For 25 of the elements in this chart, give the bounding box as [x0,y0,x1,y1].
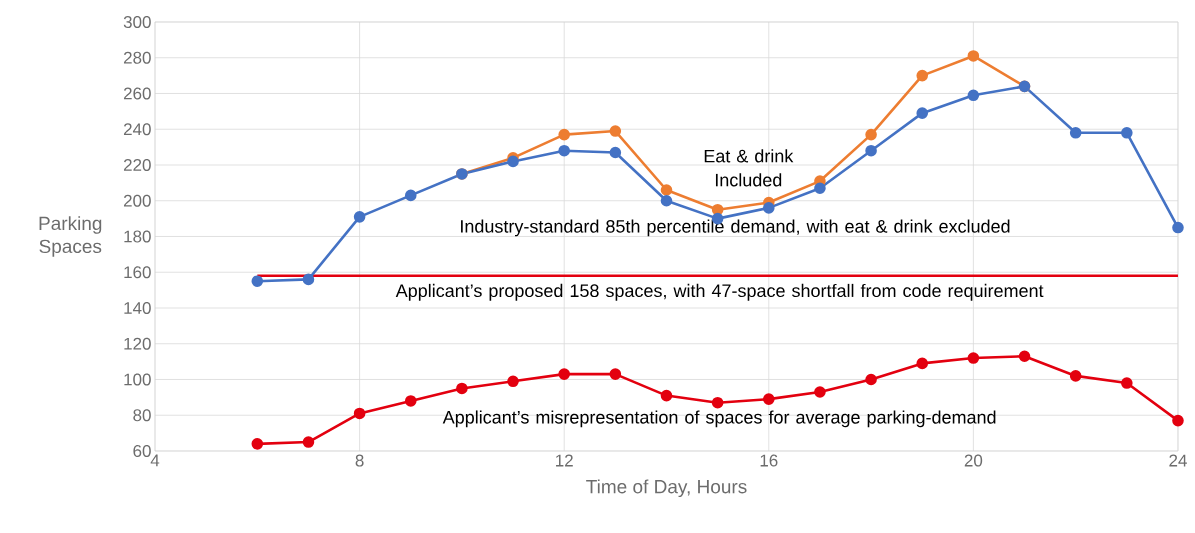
y-tick-label: 80 [133,409,151,422]
x-tick-label: 8 [355,454,364,467]
y-tick-label: 300 [123,15,151,29]
x-tick-label: 20 [964,454,983,467]
annotation: Applicant’s proposed 158 spaces, with 47-space shortfall from code requirement [395,283,1044,301]
y-tick-label: 280 [123,51,151,64]
annotation: Applicant’s misrepresentation of spaces for average parking-demand [442,410,996,428]
x-tick-label: 4 [150,454,160,467]
y-tick-label: 160 [124,266,151,279]
y-tick-label: 100 [124,373,151,386]
y-tick-label: 180 [124,230,151,243]
y-tick-label: 260 [123,87,151,100]
y-tick-label: 200 [123,194,151,207]
y-tick-label: 240 [123,123,151,136]
y-tick-label: 120 [124,337,151,350]
x-tick-label: 24 [1169,454,1187,467]
x-tick-label: 16 [760,454,778,467]
y-tick-label: 60 [133,444,151,458]
y-axis-title: Parking Spaces [39,216,102,257]
x-tick-label: 12 [556,454,573,467]
annotation: Industry-standard 85th percentile demand, with eat & drink excluded [461,219,1010,237]
y-tick-label: 140 [124,301,151,315]
x-axis-title: Time of Day, Hours [586,479,747,498]
y-tick-label: 220 [123,158,151,172]
annotation: Eat & drink Included [704,149,794,187]
